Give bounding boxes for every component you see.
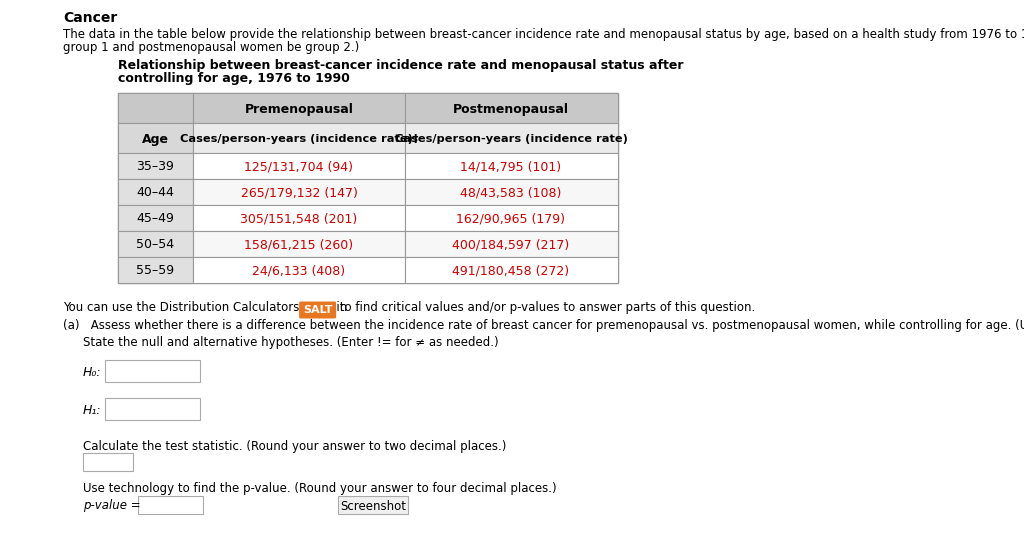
Text: The data in the table below provide the relationship between breast-cancer incid: The data in the table below provide the … <box>63 28 1024 41</box>
Bar <box>118 93 193 123</box>
Text: Use technology to find the p-value. (Round your answer to four decimal places.): Use technology to find the p-value. (Rou… <box>83 482 557 495</box>
Text: Cases/person-years (incidence rate): Cases/person-years (incidence rate) <box>394 134 628 144</box>
Text: group 1 and postmenopausal women be group 2.): group 1 and postmenopausal women be grou… <box>63 41 359 54</box>
Text: 491/180,458 (272): 491/180,458 (272) <box>453 264 569 278</box>
Bar <box>193 179 406 205</box>
Bar <box>193 257 406 283</box>
FancyBboxPatch shape <box>299 302 336 318</box>
Bar <box>118 93 618 283</box>
Bar <box>118 231 193 257</box>
Bar <box>83 453 133 471</box>
Bar <box>338 496 408 514</box>
Bar <box>138 496 203 514</box>
Text: Age: Age <box>141 133 169 146</box>
Text: Cases/person-years (incidence rate)†: Cases/person-years (incidence rate)† <box>180 134 418 144</box>
Bar <box>193 93 406 123</box>
Text: Screenshot: Screenshot <box>340 500 406 513</box>
Text: 14/14,795 (101): 14/14,795 (101) <box>461 160 561 173</box>
Text: Premenopausal: Premenopausal <box>245 103 353 116</box>
Bar <box>193 153 406 179</box>
Text: 162/90,965 (179): 162/90,965 (179) <box>457 212 565 225</box>
Text: 35–39: 35–39 <box>136 160 174 173</box>
Text: You can use the Distribution Calculators page in: You can use the Distribution Calculators… <box>63 301 351 314</box>
Text: controlling for age, 1976 to 1990: controlling for age, 1976 to 1990 <box>118 72 350 85</box>
Text: 45–49: 45–49 <box>136 212 174 225</box>
Text: Calculate the test statistic. (Round your answer to two decimal places.): Calculate the test statistic. (Round you… <box>83 440 507 453</box>
Bar <box>105 360 200 382</box>
Bar <box>406 257 618 283</box>
Text: 125/131,704 (94): 125/131,704 (94) <box>245 160 353 173</box>
Text: 40–44: 40–44 <box>136 187 174 200</box>
Bar <box>118 257 193 283</box>
Bar <box>118 205 193 231</box>
Text: 50–54: 50–54 <box>136 239 174 251</box>
Bar <box>118 179 193 205</box>
Text: H₁:: H₁: <box>83 403 101 417</box>
Text: 305/151,548 (201): 305/151,548 (201) <box>241 212 357 225</box>
Bar <box>406 123 618 153</box>
Bar <box>193 123 406 153</box>
Text: Postmenopausal: Postmenopausal <box>453 103 569 116</box>
Text: 48/43,583 (108): 48/43,583 (108) <box>461 187 562 200</box>
Text: 158/61,215 (260): 158/61,215 (260) <box>245 239 353 251</box>
Bar <box>406 205 618 231</box>
Text: 400/184,597 (217): 400/184,597 (217) <box>453 239 569 251</box>
Bar <box>105 398 200 420</box>
Bar <box>118 123 193 153</box>
Text: Cancer: Cancer <box>63 11 118 25</box>
Text: 55–59: 55–59 <box>136 264 174 278</box>
Bar <box>118 153 193 179</box>
Text: 24/6,133 (408): 24/6,133 (408) <box>253 264 345 278</box>
Bar <box>406 179 618 205</box>
Text: 265/179,132 (147): 265/179,132 (147) <box>241 187 357 200</box>
Bar <box>406 231 618 257</box>
Text: SALT: SALT <box>303 305 333 315</box>
Text: (a)   Assess whether there is a difference between the incidence rate of breast : (a) Assess whether there is a difference… <box>63 319 1024 332</box>
Bar <box>193 205 406 231</box>
Bar <box>406 153 618 179</box>
Bar <box>193 231 406 257</box>
Text: Relationship between breast-cancer incidence rate and menopausal status after: Relationship between breast-cancer incid… <box>118 59 683 72</box>
Text: to find critical values and/or p-values to answer parts of this question.: to find critical values and/or p-values … <box>336 301 755 314</box>
Text: H₀:: H₀: <box>83 365 101 378</box>
Text: p-value =: p-value = <box>83 500 140 513</box>
Text: State the null and alternative hypotheses. (Enter != for ≠ as needed.): State the null and alternative hypothese… <box>83 336 499 349</box>
Bar <box>406 93 618 123</box>
